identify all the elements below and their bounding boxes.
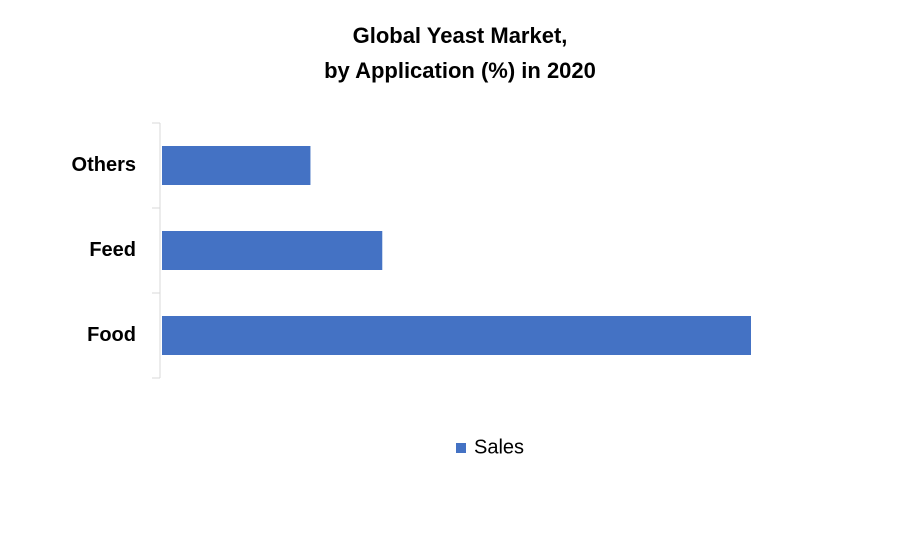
y-tick-label: Others bbox=[72, 154, 136, 176]
bar bbox=[162, 316, 751, 355]
legend-label: Sales bbox=[474, 436, 524, 458]
legend-swatch bbox=[456, 443, 466, 453]
y-tick-label: Food bbox=[87, 324, 136, 346]
bar bbox=[162, 146, 311, 185]
chart-title: by Application (%) in 2020 bbox=[324, 58, 596, 83]
chart-title: Global Yeast Market, bbox=[353, 23, 568, 48]
bar bbox=[162, 231, 383, 270]
y-tick-label: Feed bbox=[89, 239, 136, 261]
